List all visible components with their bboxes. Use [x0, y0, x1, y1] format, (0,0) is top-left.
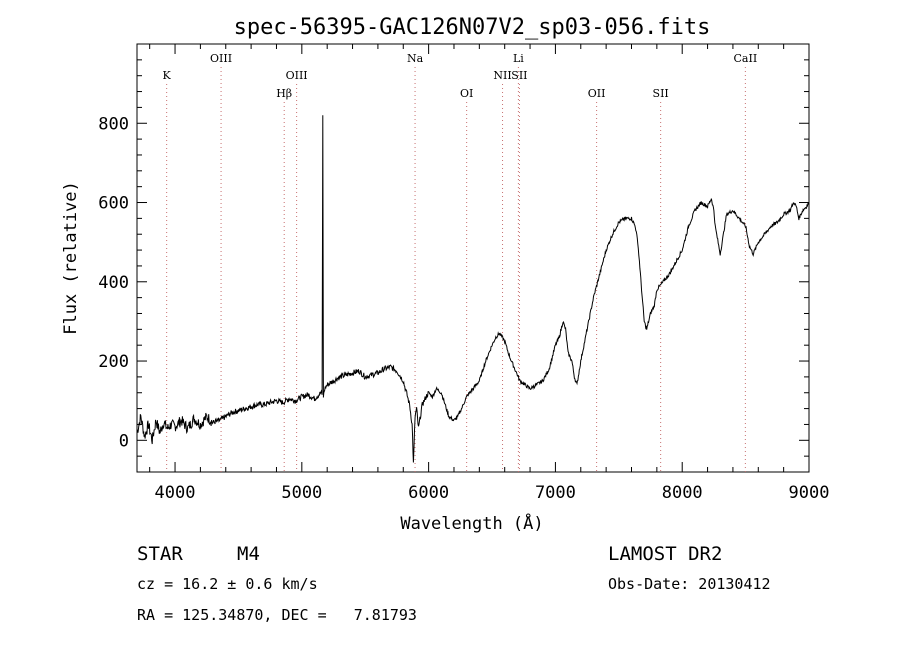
spectral-line-label-9: OII	[588, 87, 606, 100]
x-tick-label-0: 4000	[155, 483, 196, 503]
object-subclass: M4	[237, 543, 260, 565]
y-tick-label-3: 600	[98, 194, 129, 214]
spectral-line-label-8: SII	[511, 69, 527, 82]
y-tick-label-2: 400	[98, 273, 129, 293]
spectral-line-label-1: OIII	[210, 52, 232, 65]
spectral-line-label-4: Na	[407, 52, 424, 65]
x-tick-label-4: 8000	[662, 483, 703, 503]
x-tick-label-1: 5000	[281, 483, 322, 503]
spectral-line-label-0: K	[163, 69, 172, 82]
x-tick-label-3: 7000	[535, 483, 576, 503]
spectral-line-label-5: OI	[460, 87, 473, 100]
y-tick-label-4: 800	[98, 114, 129, 134]
spectral-line-label-11: CaII	[734, 52, 758, 65]
spectrum-line	[136, 115, 810, 463]
x-tick-label-2: 6000	[408, 483, 449, 503]
spectral-line-label-7: Li	[513, 52, 524, 65]
axis-tick-labels: 4000 5000 6000 7000 8000 9000 0 200 400 600 800	[98, 114, 829, 503]
plot-frame	[136, 43, 810, 473]
x-tick-label-5: 9000	[789, 483, 830, 503]
observation-date: Obs-Date: 20130412	[608, 575, 771, 593]
y-tick-label-1: 200	[98, 352, 129, 372]
spectral-line-label-2: Hβ	[276, 87, 292, 100]
spectral-line-label-6: NII	[493, 69, 511, 82]
x-axis-title: Wavelength (Å)	[400, 512, 543, 534]
object-class: STAR	[137, 543, 183, 565]
chart-title: spec-56395-GAC126N07V2_sp03-056.fits	[234, 15, 711, 40]
spectral-line-label-10: SII	[653, 87, 669, 100]
survey-name: LAMOST DR2	[608, 543, 722, 565]
redshift-value: cz = 16.2 ± 0.6 km/s	[137, 575, 318, 593]
y-axis-title: Flux (relative)	[61, 181, 81, 335]
spectral-line-label-3: OIII	[286, 69, 308, 82]
y-tick-label-0: 0	[119, 431, 129, 451]
axis-ticks	[137, 43, 810, 472]
coordinates: RA = 125.34870, DEC = 7.81793	[137, 606, 417, 624]
